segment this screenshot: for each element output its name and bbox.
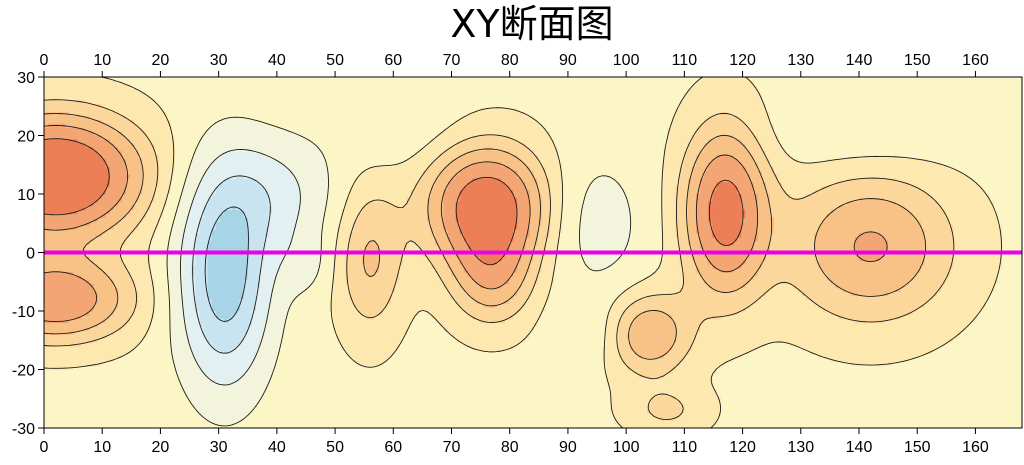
- y-tick-label: -30: [12, 421, 35, 438]
- contour-band-5: [44, 77, 1003, 428]
- y-tick-label: 30: [17, 70, 35, 87]
- x-tick-label-top: 0: [40, 52, 49, 69]
- x-tick-label-bottom: 160: [962, 439, 989, 456]
- x-tick-label-bottom: 140: [846, 439, 873, 456]
- x-tick-label-top: 150: [904, 52, 931, 69]
- x-tick-label-top: 90: [559, 52, 577, 69]
- contour-band-3: [166, 116, 632, 425]
- x-tick-label-top: 100: [613, 52, 640, 69]
- x-tick-label-bottom: 40: [268, 439, 286, 456]
- x-tick-label-top: 30: [210, 52, 228, 69]
- contour-line-3: [166, 116, 632, 427]
- x-tick-label-top: 40: [268, 52, 286, 69]
- x-tick-label-bottom: 90: [559, 439, 577, 456]
- x-tick-label-bottom: 70: [443, 439, 461, 456]
- x-tick-label-top: 60: [384, 52, 402, 69]
- contour-line-8: [44, 138, 744, 266]
- y-tick-label: -20: [12, 363, 35, 380]
- contour-line-5: [44, 99, 955, 421]
- x-tick-label-bottom: 120: [729, 439, 756, 456]
- x-tick-label-top: 110: [672, 52, 698, 69]
- x-tick-label-top: 10: [93, 52, 111, 69]
- x-tick-label-bottom: 10: [93, 439, 111, 456]
- contour-line-1: [192, 175, 271, 354]
- contour-band-6: [44, 100, 954, 421]
- x-tick-label-bottom: 110: [672, 439, 698, 456]
- x-tick-label-bottom: 60: [384, 439, 402, 456]
- contour-fill: [44, 77, 1022, 428]
- x-tick-label-top: 70: [443, 52, 461, 69]
- y-tick-label: 20: [17, 129, 35, 146]
- x-tick-label-top: 140: [846, 52, 873, 69]
- x-tick-label-top: 20: [152, 52, 170, 69]
- x-tick-label-bottom: 80: [501, 439, 519, 456]
- contour-band-4: [44, 77, 1022, 428]
- x-tick-label-top: 50: [326, 52, 344, 69]
- chart-title: XY断面图: [450, 2, 613, 46]
- y-tick-label: -10: [12, 304, 35, 321]
- contour-band-1: [190, 174, 273, 355]
- contour-line-7: [44, 125, 888, 323]
- axes: 0 0 10 10 20 20 30 30 40 40 50 50 60 60 70 70 80 80 90 90 10…: [12, 52, 1023, 456]
- contour-line-2: [180, 149, 301, 386]
- contour-band-2: [178, 151, 302, 386]
- x-tick-label-bottom: 0: [40, 439, 49, 456]
- contour-band-0: [207, 205, 249, 324]
- x-tick-label-top: 160: [962, 52, 989, 69]
- x-tick-label-top: 130: [787, 52, 814, 69]
- plot-area: [44, 77, 1022, 428]
- contour-lines: [44, 77, 1002, 428]
- x-tick-label-bottom: 100: [613, 439, 640, 456]
- x-tick-label-bottom: 30: [210, 439, 228, 456]
- y-tick-label: 0: [26, 246, 35, 263]
- x-tick-label-top: 120: [729, 52, 756, 69]
- x-tick-label-bottom: 130: [787, 439, 814, 456]
- y-tick-label: 10: [17, 187, 35, 204]
- x-tick-label-top: 80: [501, 52, 519, 69]
- x-tick-label-bottom: 150: [904, 439, 931, 456]
- x-tick-label-bottom: 20: [152, 439, 170, 456]
- x-tick-label-bottom: 50: [326, 439, 344, 456]
